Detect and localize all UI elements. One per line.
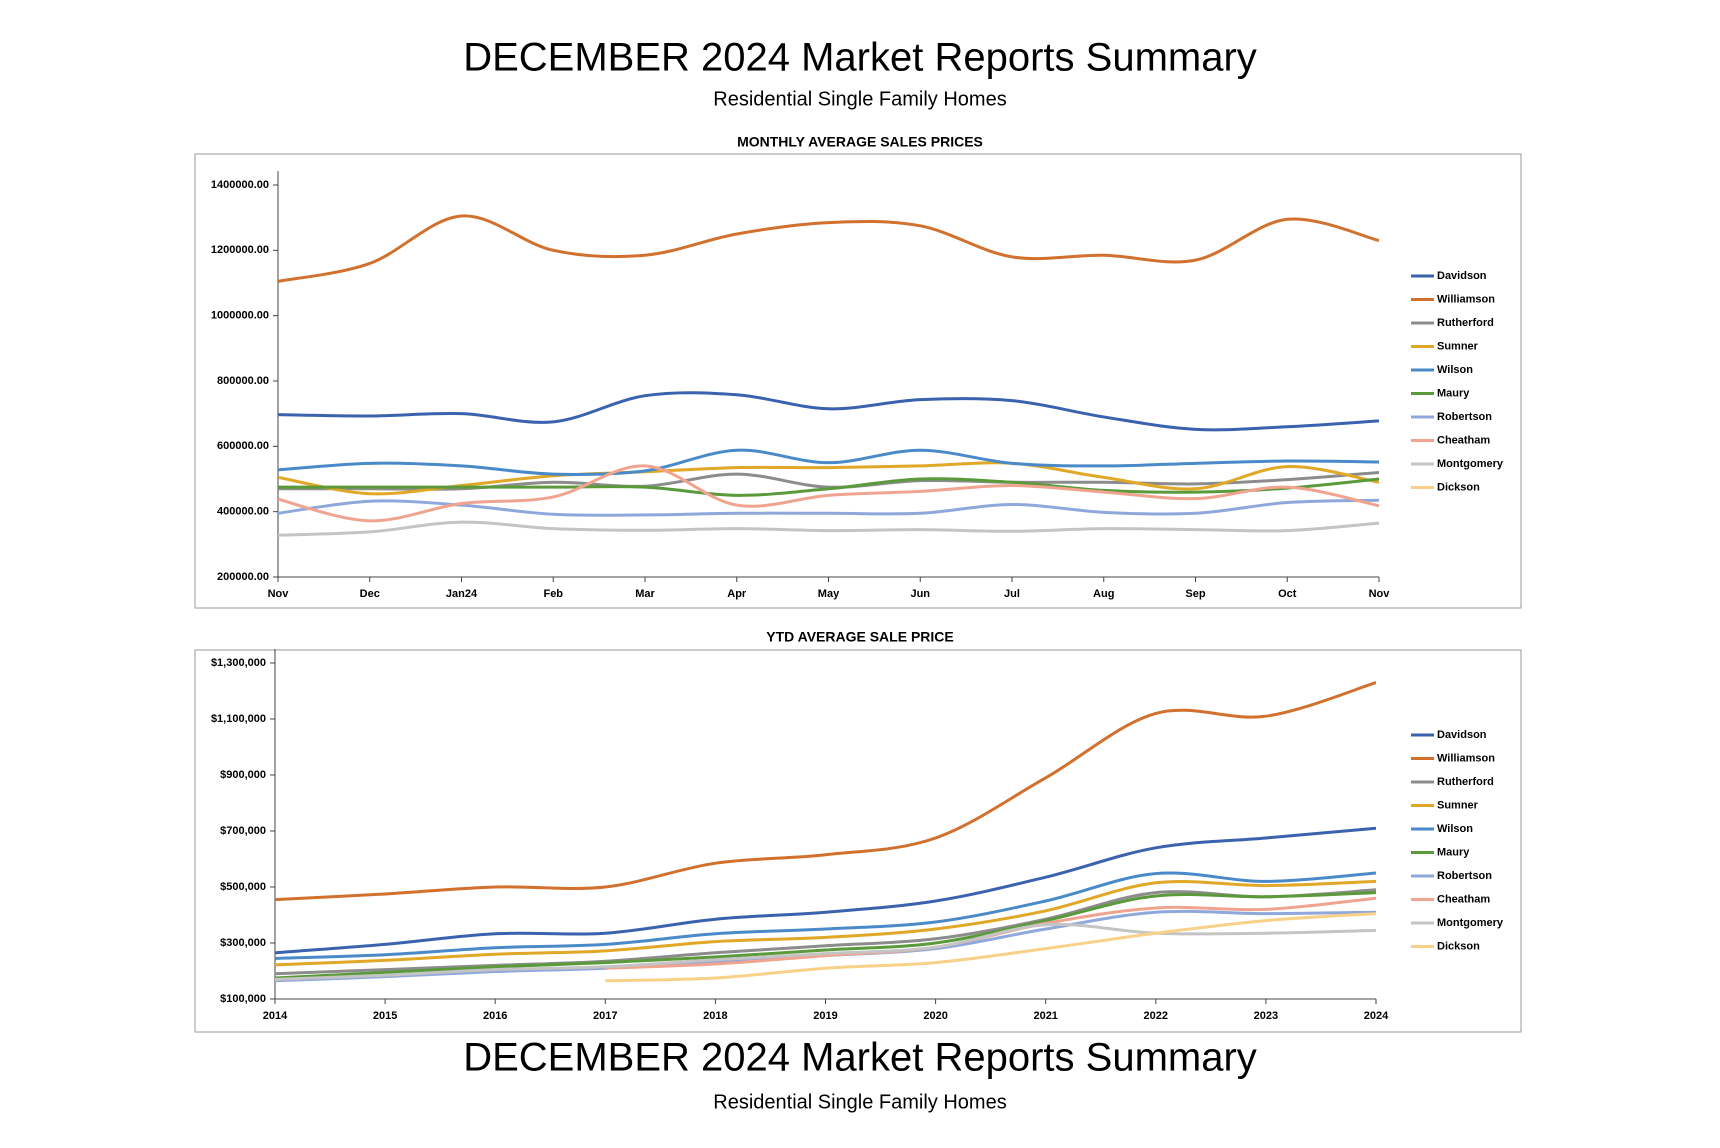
x-tick-label: May — [818, 588, 840, 600]
chart-frame — [194, 649, 1522, 1033]
y-tick-label: 200000.00 — [217, 571, 269, 583]
series-line — [605, 912, 1376, 983]
plot-area — [278, 214, 1379, 537]
legend-label: Sumner — [1437, 799, 1479, 811]
chart-frame — [194, 153, 1522, 609]
y-tick-label: 600000.00 — [217, 440, 269, 452]
x-tick-label: 2015 — [373, 1010, 397, 1022]
legend-label: Wilson — [1437, 364, 1473, 376]
y-tick-label: $300,000 — [220, 937, 266, 949]
legend-label: Dickson — [1437, 481, 1480, 493]
x-tick-label: 2019 — [813, 1010, 837, 1022]
series-line — [275, 891, 1376, 980]
legend-label: Wilson — [1437, 823, 1473, 835]
series-line — [278, 448, 1379, 477]
legend-label: Rutherford — [1437, 317, 1494, 329]
x-tick-label: 2020 — [923, 1010, 947, 1022]
y-tick-label: 1200000.00 — [211, 244, 269, 256]
series-line — [278, 477, 1379, 497]
x-tick-label: Aug — [1093, 588, 1114, 600]
legend-label: Montgomery — [1437, 458, 1504, 470]
x-tick-label: 2024 — [1364, 1010, 1389, 1022]
x-tick-label: 2014 — [263, 1010, 288, 1022]
series-line — [275, 681, 1376, 902]
chart-title: YTD AVERAGE SALE PRICE — [766, 629, 953, 645]
series-line — [278, 214, 1379, 283]
y-tick-label: $100,000 — [220, 993, 266, 1005]
legend-label: Williamson — [1437, 752, 1495, 764]
legend-label: Robertson — [1437, 870, 1492, 882]
x-tick-label: Apr — [727, 588, 747, 600]
series-line — [278, 391, 1379, 432]
x-tick-label: Oct — [1278, 588, 1297, 600]
y-tick-label: 800000.00 — [217, 375, 269, 387]
x-tick-label: 2018 — [703, 1010, 727, 1022]
footer-title: DECEMBER 2024 Market Reports Summary — [463, 1036, 1257, 1080]
legend-label: Sumner — [1437, 340, 1479, 352]
x-tick-label: Sep — [1185, 588, 1205, 600]
x-tick-label: 2017 — [593, 1010, 617, 1022]
series-line — [275, 826, 1376, 955]
series-line — [278, 461, 1379, 496]
legend-label: Dickson — [1437, 940, 1480, 952]
legend-label: Montgomery — [1437, 917, 1504, 929]
footer-subtitle: Residential Single Family Homes — [713, 1091, 1006, 1113]
series-line — [275, 888, 1376, 976]
x-tick-label: 2021 — [1033, 1010, 1057, 1022]
legend-label: Maury — [1437, 387, 1470, 399]
y-tick-label: 400000.00 — [217, 506, 269, 518]
series-line — [278, 464, 1379, 523]
y-tick-label: $900,000 — [220, 769, 266, 781]
series-line — [278, 520, 1379, 537]
legend-label: Davidson — [1437, 729, 1487, 741]
series-line — [275, 922, 1376, 981]
plot-area — [275, 681, 1376, 983]
x-tick-label: Nov — [268, 588, 290, 600]
y-tick-label: 1000000.00 — [211, 310, 269, 322]
series-line — [275, 871, 1376, 960]
page-title: DECEMBER 2024 Market Reports Summary — [463, 36, 1257, 80]
x-tick-label: Mar — [635, 588, 655, 600]
legend-label: Davidson — [1437, 270, 1487, 282]
x-tick-label: Feb — [543, 588, 563, 600]
x-tick-label: 2023 — [1254, 1010, 1278, 1022]
y-tick-label: $500,000 — [220, 881, 266, 893]
legend-label: Williamson — [1437, 293, 1495, 305]
y-tick-label: $1,300,000 — [211, 657, 266, 669]
series-line — [278, 470, 1379, 491]
legend-label: Maury — [1437, 846, 1470, 858]
x-tick-label: Jul — [1004, 588, 1020, 600]
x-tick-label: Jan24 — [446, 588, 478, 600]
legend-label: Robertson — [1437, 411, 1492, 423]
chart-title: MONTHLY AVERAGE SALES PRICES — [737, 134, 983, 150]
series-line — [278, 498, 1379, 517]
y-tick-label: 1400000.00 — [211, 179, 269, 191]
x-tick-label: Jun — [910, 588, 930, 600]
series-line — [275, 879, 1376, 967]
x-tick-label: 2022 — [1144, 1010, 1168, 1022]
legend-label: Cheatham — [1437, 434, 1490, 446]
x-tick-label: Nov — [1369, 588, 1391, 600]
x-tick-label: Dec — [360, 588, 380, 600]
y-tick-label: $1,100,000 — [211, 713, 266, 725]
y-tick-label: $700,000 — [220, 825, 266, 837]
page-subtitle: Residential Single Family Homes — [713, 88, 1006, 110]
x-tick-label: 2016 — [483, 1010, 507, 1022]
legend-label: Cheatham — [1437, 893, 1490, 905]
legend-label: Rutherford — [1437, 776, 1494, 788]
